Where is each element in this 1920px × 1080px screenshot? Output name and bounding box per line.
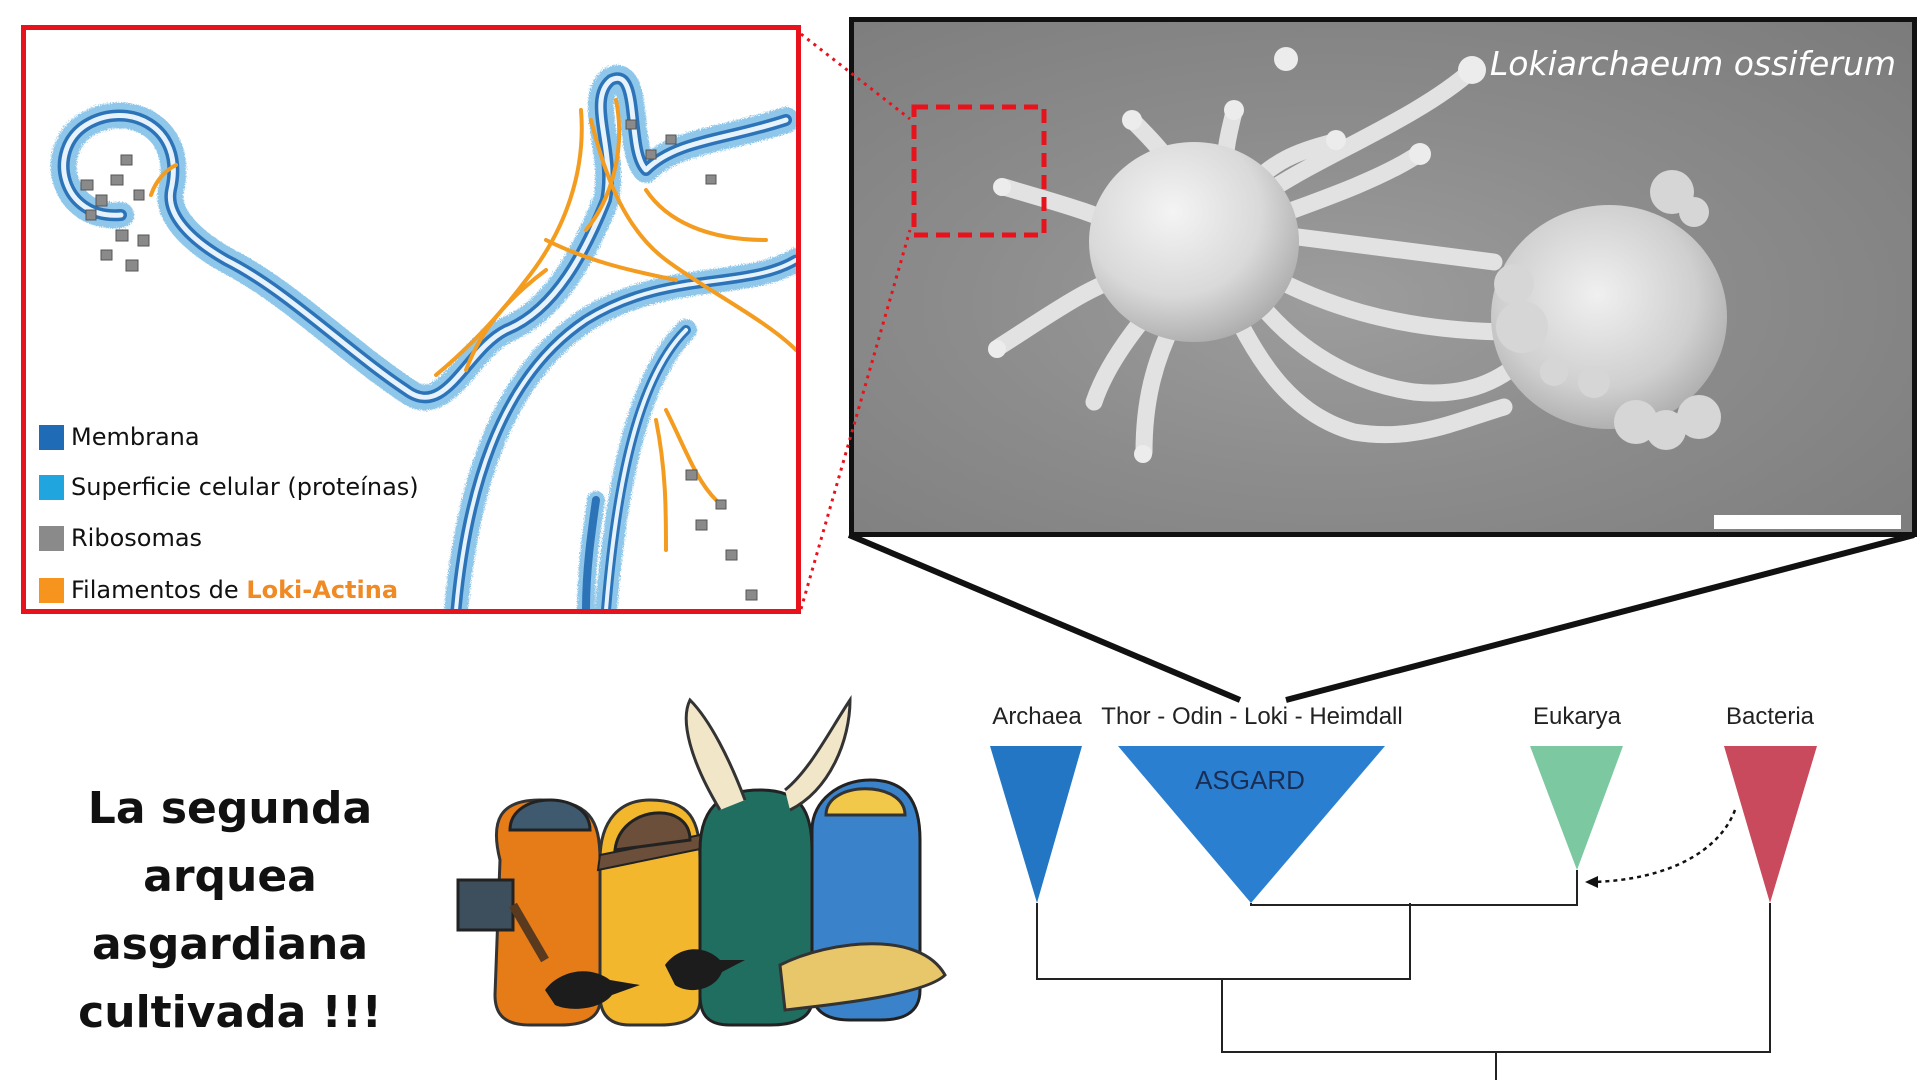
scale-bar bbox=[1714, 515, 1901, 529]
protrusion-tips bbox=[988, 47, 1486, 463]
loki-figure bbox=[698, 788, 814, 1027]
label-eukarya: Eukarya bbox=[1532, 703, 1622, 730]
cryo-tomogram-panel: Membrana Superficie celular (proteínas) … bbox=[21, 25, 801, 614]
legend-item-loki-actin: Filamentos de Loki-Actina bbox=[39, 576, 398, 604]
legend-swatch bbox=[39, 577, 64, 603]
legend-item-cell-surface: Superficie celular (proteínas) bbox=[39, 473, 419, 501]
headline-line-2: arquea asgardiana bbox=[91, 851, 369, 970]
archaea-clade-triangle bbox=[990, 746, 1082, 903]
label-bacteria: Bacteria bbox=[1725, 703, 1815, 730]
horned-helmet-icon bbox=[684, 697, 747, 811]
label-asgard: ASGARD bbox=[1195, 765, 1305, 795]
legend-item-ribosomes: Ribosomas bbox=[39, 524, 202, 552]
hammer-handle bbox=[509, 902, 549, 963]
loki-actin-filaments bbox=[149, 98, 796, 552]
label-asgard-groups: Thor - Odin - Loki - Heimdall bbox=[1101, 703, 1403, 730]
heimdall-figure bbox=[810, 778, 922, 1022]
legend-label: Superficie celular (proteínas) bbox=[71, 473, 419, 501]
pointer-line-right bbox=[1285, 532, 1915, 703]
legend-label: Filamentos de Loki-Actina bbox=[71, 576, 398, 604]
label-archaea: Archaea bbox=[992, 703, 1082, 730]
sem-micrograph-panel: Lokiarchaeum ossiferum bbox=[849, 17, 1917, 537]
headline: La segunda arquea asgardiana cultivada !… bbox=[10, 775, 450, 1047]
legend-item-membrane: Membrana bbox=[39, 423, 200, 451]
arrow-head-icon bbox=[1585, 876, 1598, 888]
odin-figure bbox=[598, 798, 702, 1027]
hammer-icon bbox=[456, 878, 515, 932]
bacteria-clade-triangle bbox=[1724, 746, 1817, 903]
cell-body-main bbox=[1089, 142, 1299, 342]
ribosome-cluster bbox=[80, 119, 758, 601]
legend-label-prefix: Filamentos de bbox=[71, 576, 247, 604]
odin-hat-icon bbox=[613, 811, 692, 852]
golden-helmet-icon bbox=[824, 787, 907, 817]
headline-line-1: La segunda bbox=[87, 783, 373, 834]
organism-name: Lokiarchaeum ossiferum bbox=[1489, 44, 1896, 83]
tree-branches bbox=[1036, 870, 1771, 1080]
asgard-gods-illustration bbox=[456, 695, 947, 1027]
legend-label-highlight: Loki-Actina bbox=[246, 576, 399, 604]
cell-segmentation-illustration bbox=[50, 65, 796, 609]
odin-hat-brim bbox=[596, 833, 707, 872]
cell-vesicles bbox=[1494, 170, 1721, 450]
sem-cell-image bbox=[911, 47, 1727, 463]
gjallarhorn-icon bbox=[778, 942, 947, 1012]
legend-label: Ribosomas bbox=[71, 524, 203, 552]
headline-line-3: cultivada !!! bbox=[78, 987, 382, 1038]
legend-swatch bbox=[39, 424, 64, 450]
loki-horn-right bbox=[784, 695, 852, 812]
thor-figure bbox=[493, 798, 602, 1027]
viking-helmet-icon bbox=[508, 798, 592, 832]
legend-swatch bbox=[39, 525, 64, 551]
raven-icon bbox=[545, 971, 640, 1009]
legend-label: Membrana bbox=[71, 423, 200, 451]
membrane-layer bbox=[57, 72, 796, 609]
phylogenetic-tree bbox=[990, 746, 1817, 1080]
gene-transfer-arrow bbox=[1591, 809, 1737, 884]
legend-swatch bbox=[39, 474, 64, 500]
pointer-line-left bbox=[847, 532, 1242, 703]
raven-icon-2 bbox=[665, 949, 745, 991]
eukarya-clade-triangle bbox=[1530, 746, 1623, 870]
zoom-region-box bbox=[911, 104, 1047, 238]
